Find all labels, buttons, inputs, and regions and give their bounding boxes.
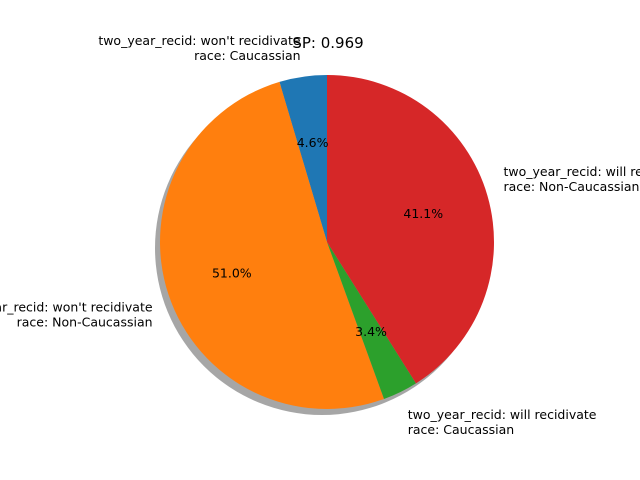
pie-slice-label-3: two_year_recid: will recidivate race: Cau… [408, 407, 597, 437]
pie-slice-4 [327, 75, 495, 384]
pie-slice-label-line: two_year_recid: will recidivate [408, 407, 597, 422]
pie-slices [160, 75, 495, 409]
pie-slice-percent-2: 51.0% [212, 265, 252, 280]
pie-slice-percent-3: 3.4% [355, 324, 387, 339]
pie-slice-label-line: race: Non-Caucassian [17, 315, 153, 330]
pie-slice-label-line: two_year_recid: won't recidivate [98, 33, 301, 48]
pie-slice-label-line: two_year_recid: will recidivate [504, 164, 640, 179]
pie-slice-label-line: race: Non-Caucassian [504, 179, 640, 194]
pie-slice-percent-4: 41.1% [403, 206, 443, 221]
chart-title: SP: 0.969 [292, 34, 363, 52]
pie-slice-label-1: two_year_recid: won't recidivate race: Ca… [98, 33, 301, 63]
pie-slice-3 [327, 242, 416, 399]
pie-slice-label-line: two_year_recid: won't recidivate [0, 300, 153, 315]
pie-labels: 4.6%two_year_recid: won't recidivate race… [0, 33, 640, 437]
pie-slice-label-line: race: Caucassian [194, 48, 300, 63]
pie-slice-percent-1: 4.6% [297, 135, 329, 150]
pie-slice-label-line: race: Caucassian [408, 422, 514, 437]
pie-slice-2 [160, 81, 385, 409]
pie-slice-1 [279, 75, 327, 242]
